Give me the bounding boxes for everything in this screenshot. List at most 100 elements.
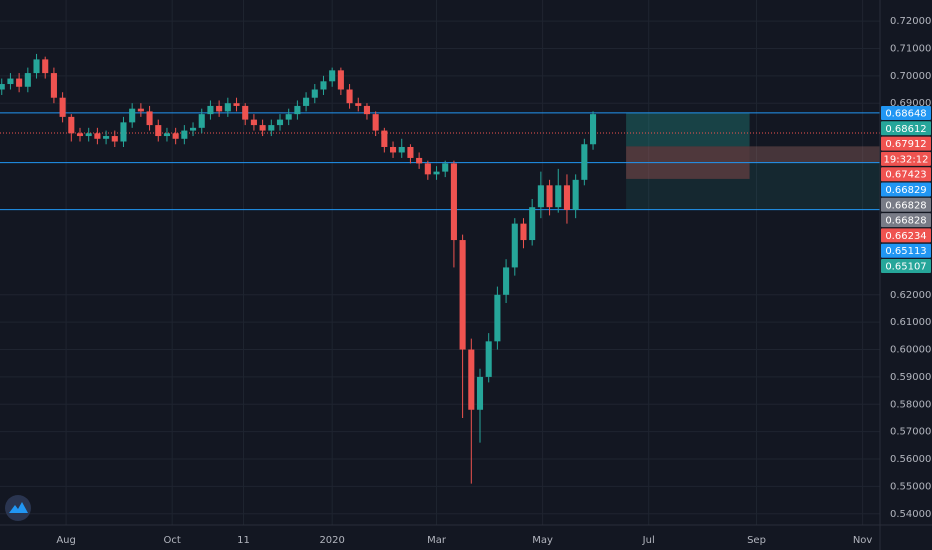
price-label-box	[881, 259, 931, 273]
candle-body	[85, 133, 92, 137]
candle-body	[7, 78, 14, 85]
price-label: 19:32:12	[884, 154, 929, 165]
candle-body	[407, 146, 414, 158]
candle-body	[581, 144, 588, 180]
candle-body	[259, 125, 266, 131]
candle-body	[250, 119, 257, 126]
candle-body	[303, 97, 310, 106]
candle-body	[76, 133, 84, 137]
candle-body	[329, 70, 336, 82]
price-label: 0.66234	[885, 231, 926, 242]
y-tick-label: 0.57000	[890, 427, 931, 438]
y-tick-label: 0.58000	[890, 399, 931, 410]
y-tick-label: 0.70000	[890, 71, 931, 82]
candle-body	[94, 133, 101, 139]
price-label-box	[881, 136, 931, 151]
candle-body	[0, 84, 5, 90]
candle-body	[503, 267, 510, 295]
candle-body	[146, 111, 153, 126]
logo-circle	[5, 495, 31, 521]
candle-body	[355, 103, 362, 106]
candle-body	[572, 179, 579, 210]
price-label-box	[881, 106, 931, 120]
price-label: 0.66829	[885, 185, 926, 196]
candle-body	[476, 376, 484, 410]
x-tick-label: Sep	[747, 535, 766, 546]
candles	[0, 53, 597, 484]
candle-body	[485, 341, 492, 377]
candle-body	[520, 223, 527, 241]
candle-body	[207, 105, 214, 115]
candle-body	[563, 185, 570, 210]
y-tick-label: 0.69000	[890, 98, 931, 109]
price-label-box	[881, 197, 931, 212]
price-label: 0.65107	[885, 262, 926, 273]
candle-body	[42, 59, 49, 74]
candle-body	[103, 136, 110, 139]
y-tick-label: 0.54000	[890, 509, 931, 520]
y-tick-label: 0.56000	[890, 454, 931, 465]
candle-body	[163, 133, 170, 137]
candle-body	[459, 240, 466, 350]
candle-body	[442, 163, 449, 172]
x-tick-label: Oct	[164, 535, 181, 546]
candle-body	[346, 89, 353, 104]
logo-icon	[9, 502, 28, 513]
candle-body	[537, 185, 544, 208]
x-tick-label: Mar	[427, 535, 447, 546]
price-label-box	[881, 243, 931, 258]
y-tick-label: 0.55000	[890, 481, 931, 492]
candle-body	[216, 105, 223, 112]
candle-body	[224, 103, 231, 112]
zones	[626, 112, 880, 210]
y-tick-label: 0.62000	[890, 290, 931, 301]
price-label: 0.65113	[885, 246, 926, 257]
candle-body	[311, 89, 318, 98]
price-label-box	[881, 228, 931, 243]
candle-body	[433, 171, 440, 175]
candle-body	[33, 59, 40, 74]
price-label-box	[881, 167, 931, 182]
y-tick-label: 0.59000	[890, 372, 931, 383]
candle-body	[363, 105, 370, 115]
candle-body	[285, 114, 292, 120]
x-tick-label: May	[532, 535, 553, 546]
candle-body	[111, 136, 118, 142]
logo[interactable]	[5, 495, 31, 521]
candle-body	[190, 127, 197, 131]
candle-body	[172, 133, 179, 139]
candle-body	[590, 114, 597, 145]
candle-body	[16, 78, 23, 87]
candle-body	[137, 108, 144, 112]
candle-body	[155, 125, 162, 137]
price-label: 0.67912	[885, 139, 926, 150]
grid	[0, 0, 880, 525]
candle-body	[68, 116, 75, 134]
candle-body	[276, 119, 284, 126]
candle-body	[198, 114, 205, 128]
candle-body	[242, 105, 249, 120]
candle-body	[59, 97, 66, 117]
candle-body	[120, 122, 127, 142]
candle-body	[450, 163, 457, 241]
candle-body	[268, 125, 275, 131]
price-label-box	[881, 213, 931, 228]
y-tick-label: 0.60000	[890, 345, 931, 356]
price-label: 0.66828	[885, 200, 926, 211]
x-tick-label: Aug	[56, 535, 76, 546]
candle-body	[337, 70, 344, 90]
price-label-box	[881, 182, 931, 197]
x-tick-label: Nov	[853, 535, 873, 546]
x-tick-label: 11	[237, 535, 250, 546]
candle-body	[555, 185, 562, 208]
candle-body	[424, 163, 431, 175]
price-label: 0.66828	[885, 216, 926, 227]
candle-body	[529, 207, 536, 241]
candle-body	[181, 130, 188, 139]
candle-body	[320, 81, 327, 90]
x-tick-label: Jul	[642, 535, 655, 546]
candle-body	[511, 223, 518, 268]
price-label: 0.68612	[885, 124, 926, 135]
position-zone	[626, 146, 880, 210]
candle-body	[129, 108, 136, 123]
